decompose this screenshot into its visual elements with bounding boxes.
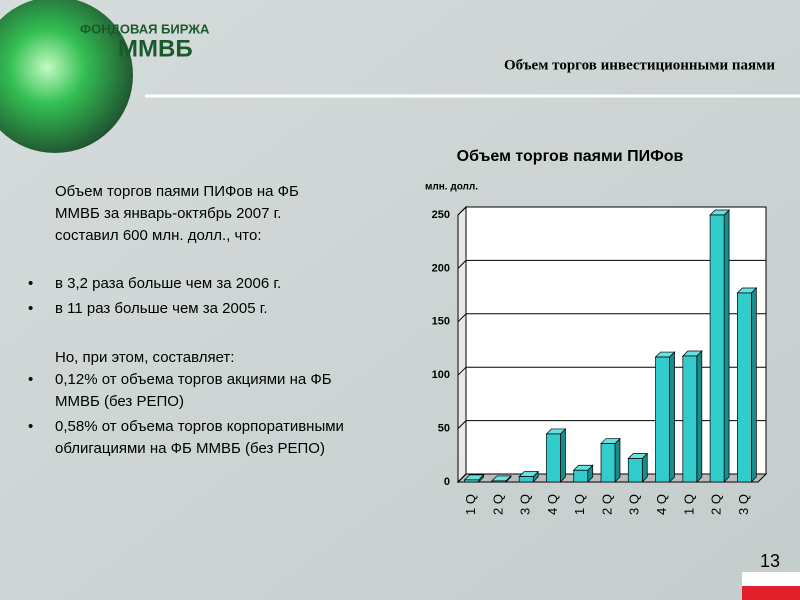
bullet: • bbox=[28, 300, 33, 317]
chart-title: Объем торгов паями ПИФов bbox=[457, 148, 684, 165]
bullet: • bbox=[28, 275, 33, 292]
bullet-line: в 11 раз больше чем за 2005 г. bbox=[55, 300, 268, 317]
side-wall bbox=[457, 205, 467, 484]
x-tick-label: 3 Q bbox=[518, 494, 533, 515]
x-tick-label: 1 Q bbox=[681, 494, 696, 515]
y-axis-label: млн. долл. bbox=[425, 182, 478, 193]
bar bbox=[655, 356, 670, 483]
bullet-line: в 3,2 раза больше чем за 2006 г. bbox=[55, 275, 281, 292]
x-tick-label: 2 Q bbox=[490, 494, 505, 515]
x-tick-label: 4 Q bbox=[654, 494, 669, 515]
heading: Объем торгов инвестиционными паями bbox=[504, 57, 775, 73]
logo-top: ФОНДОВАЯ БИРЖА bbox=[80, 21, 210, 36]
bar bbox=[709, 214, 725, 483]
y-tick-label: 150 bbox=[432, 316, 450, 328]
globe-logo bbox=[0, 0, 133, 153]
grid-line bbox=[457, 206, 766, 216]
bar bbox=[546, 433, 561, 483]
grid-line bbox=[457, 259, 766, 269]
bullet-line: 0,12% от объема торгов акциями на ФБ bbox=[55, 371, 332, 388]
bar bbox=[737, 292, 752, 483]
bar bbox=[600, 443, 616, 483]
y-tick-label: 100 bbox=[432, 369, 450, 381]
bar bbox=[518, 476, 534, 483]
x-tick-label: 4 Q bbox=[545, 494, 560, 515]
bullet-line: облигациями на ФБ ММВБ (без РЕПО) bbox=[55, 440, 325, 457]
bullet-line: ММВБ (без РЕПО) bbox=[55, 393, 184, 410]
x-tick-label: 3 Q bbox=[627, 494, 642, 515]
bar bbox=[491, 480, 507, 483]
page-number: 13 bbox=[760, 551, 780, 571]
bar-side bbox=[614, 437, 621, 483]
intro-line: ММВБ за январь-октябрь 2007 г. bbox=[55, 205, 281, 222]
bar bbox=[627, 458, 643, 483]
bar bbox=[573, 469, 589, 483]
x-tick-label: 2 Q bbox=[709, 494, 724, 515]
bullet-line: 0,58% от объема торгов корпоративными bbox=[55, 418, 344, 435]
bar bbox=[464, 479, 479, 483]
x-tick-label: 2 Q bbox=[599, 494, 614, 515]
x-tick-label: 1 Q bbox=[572, 494, 587, 515]
bar-side bbox=[669, 351, 675, 483]
bar-side bbox=[751, 287, 757, 483]
intro-line: составил 600 млн. долл., что: bbox=[55, 227, 262, 244]
x-tick-label: 3 Q bbox=[736, 494, 751, 515]
grid-line bbox=[457, 313, 766, 323]
bullet: • bbox=[28, 371, 33, 388]
y-tick-label: 200 bbox=[432, 262, 450, 274]
logo-bottom: ММВБ bbox=[118, 35, 193, 62]
x-tick-label: 1 Q bbox=[463, 494, 478, 515]
y-tick-label: 0 bbox=[444, 476, 450, 488]
y-tick-label: 50 bbox=[438, 423, 450, 435]
bullet: • bbox=[28, 418, 33, 435]
bar-side bbox=[560, 428, 566, 483]
bar-side bbox=[696, 350, 703, 483]
flag-white bbox=[742, 572, 800, 586]
y-tick-label: 250 bbox=[432, 209, 450, 221]
intro-line: Объем торгов паями ПИФов на ФБ bbox=[55, 183, 299, 200]
flag-red bbox=[742, 586, 800, 600]
bar bbox=[682, 355, 698, 483]
bar-side bbox=[723, 209, 730, 483]
note: Но, при этом, составляет: bbox=[55, 349, 234, 366]
